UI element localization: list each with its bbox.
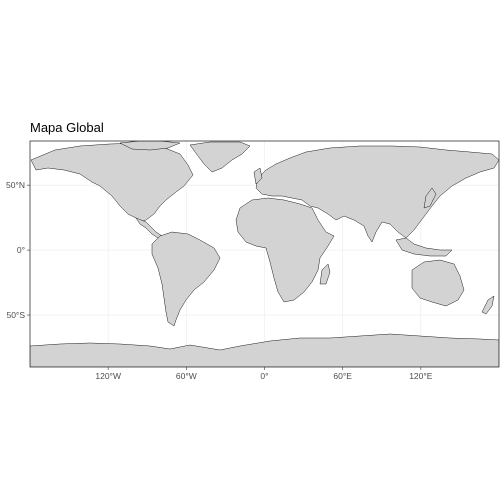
eurasia	[255, 145, 499, 243]
land-layer	[30, 141, 499, 367]
x-tick-label: 120°E	[409, 371, 433, 381]
x-tick-label: 0°	[260, 371, 268, 381]
africa	[235, 197, 335, 303]
japan	[423, 187, 437, 209]
x-tick-label: 120°W	[95, 371, 121, 381]
greenland	[189, 141, 251, 173]
y-tick-label: 50°S	[6, 310, 25, 320]
x-tick-label: 60°E	[333, 371, 352, 381]
new-zealand	[481, 295, 495, 315]
antarctica	[30, 333, 499, 367]
map-title: Mapa Global	[30, 120, 104, 135]
australia	[411, 259, 465, 307]
south-america	[151, 231, 221, 327]
x-axis: 120°W 60°W 0° 60°E 120°E	[95, 367, 433, 381]
indonesia	[395, 237, 453, 257]
y-tick-label: 0°	[17, 245, 25, 255]
great-britain	[253, 167, 263, 185]
x-tick-label: 60°W	[176, 371, 197, 381]
arctic-islands	[119, 141, 181, 151]
y-tick-label: 50°N	[6, 180, 25, 190]
madagascar	[319, 263, 331, 285]
y-axis: 50°N 0° 50°S	[6, 180, 30, 320]
